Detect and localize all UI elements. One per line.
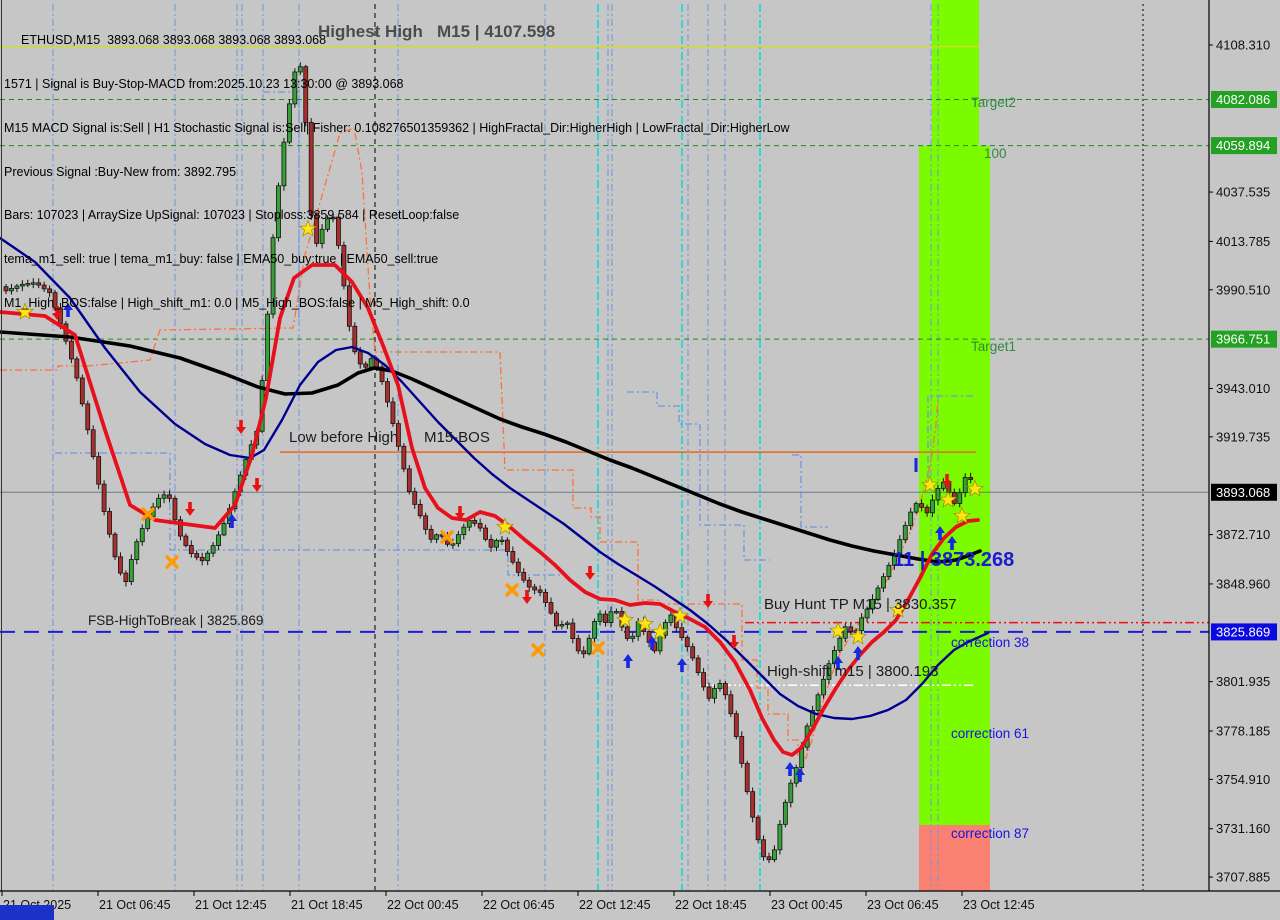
bars-stoploss-line: Bars: 107023 | ArraySize UpSignal: 10702… [4,208,460,223]
svg-text:22 Oct 18:45: 22 Oct 18:45 [675,898,747,912]
svg-text:3872.710: 3872.710 [1216,527,1270,542]
svg-text:3966.751: 3966.751 [1216,332,1270,347]
bos-shift-line: M1_High_BOS:false | High_shift_m1: 0.0 |… [4,295,470,310]
svg-text:22 Oct 12:45: 22 Oct 12:45 [579,898,651,912]
info-panel: ETHUSD,M15 3893.068 3893.068 3893.068 38… [4,4,790,340]
svg-text:4059.894: 4059.894 [1216,138,1270,153]
svg-text:3943.010: 3943.010 [1216,381,1270,396]
svg-text:23 Oct 06:45: 23 Oct 06:45 [867,898,939,912]
svg-text:4108.310: 4108.310 [1216,38,1270,53]
svg-text:4037.535: 4037.535 [1216,185,1270,200]
svg-text:23 Oct 00:45: 23 Oct 00:45 [771,898,843,912]
svg-text:3919.735: 3919.735 [1216,429,1270,444]
moving-averages-layer [0,236,990,757]
symbol-ohlc-line: ETHUSD,M15 3893.068 3893.068 3893.068 38… [21,33,327,48]
m15-bos-label: M15-BOS [424,429,490,446]
svg-text:21 Oct 12:45: 21 Oct 12:45 [195,898,267,912]
highest-high-label: Highest High M15 | 4107.598 [318,22,556,41]
signal-line: 1571 | Signal is Buy-Stop-MACD from:2025… [4,76,404,91]
zones-layer [919,0,990,891]
svg-text:21 Oct 06:45: 21 Oct 06:45 [99,898,171,912]
svg-text:3893.068: 3893.068 [1216,485,1270,500]
axes-layer [0,0,1280,892]
svg-text:22 Oct 06:45: 22 Oct 06:45 [483,898,555,912]
target2-label: Target2 [971,95,1017,110]
svg-text:3990.510: 3990.510 [1216,282,1270,297]
buy-hunt-tp-label: Buy Hunt TP M15 | 3830.357 [764,596,957,613]
svg-text:3801.935: 3801.935 [1216,674,1270,689]
target1-label: Target1 [971,339,1017,354]
macd-stoch-line: M15 MACD Signal is:Sell | H1 Stochastic … [4,120,790,135]
svg-text:23 Oct 12:45: 23 Oct 12:45 [963,898,1035,912]
price-flag-label: 11 | 3873.268 [893,549,1015,571]
vertical-lines-layer [52,4,1144,890]
tema-ema-line: tema_m1_sell: true | tema_m1_buy: false … [4,252,439,267]
svg-text:4013.785: 4013.785 [1216,234,1270,249]
low-before-high-label: Low before High [289,429,399,446]
svg-text:3707.885: 3707.885 [1216,870,1270,885]
svg-text:3778.185: 3778.185 [1216,723,1270,738]
svg-text:3731.160: 3731.160 [1216,821,1270,836]
quick-nav-box[interactable] [0,905,54,920]
fsb-high-to-break-label: FSB-HighToBreak | 3825.869 [88,613,264,628]
candles-layer [3,62,974,864]
svg-text:3754.910: 3754.910 [1216,772,1270,787]
fractal-channels-layer [0,91,976,759]
svg-text:3848.960: 3848.960 [1216,576,1270,591]
previous-signal-line: Previous Signal :Buy-New from: 3892.795 [4,164,237,179]
markers-layer [15,219,985,782]
svg-text:21 Oct 18:45: 21 Oct 18:45 [291,898,363,912]
hundred-label: 100 [984,146,1007,161]
svg-text:4082.086: 4082.086 [1216,92,1270,107]
svg-text:3825.869: 3825.869 [1216,624,1270,639]
svg-text:22 Oct 00:45: 22 Oct 00:45 [387,898,459,912]
price-axis[interactable]: 4108.310 4082.086 4059.894 4037.535 4013.785… [1209,38,1277,885]
correction-38-label: correction 38 [951,635,1030,650]
high-shift-label: High-shift m15 | 3800.193 [767,663,939,680]
correction-61-label: correction 61 [951,726,1030,741]
correction-87-label: correction 87 [951,826,1030,841]
